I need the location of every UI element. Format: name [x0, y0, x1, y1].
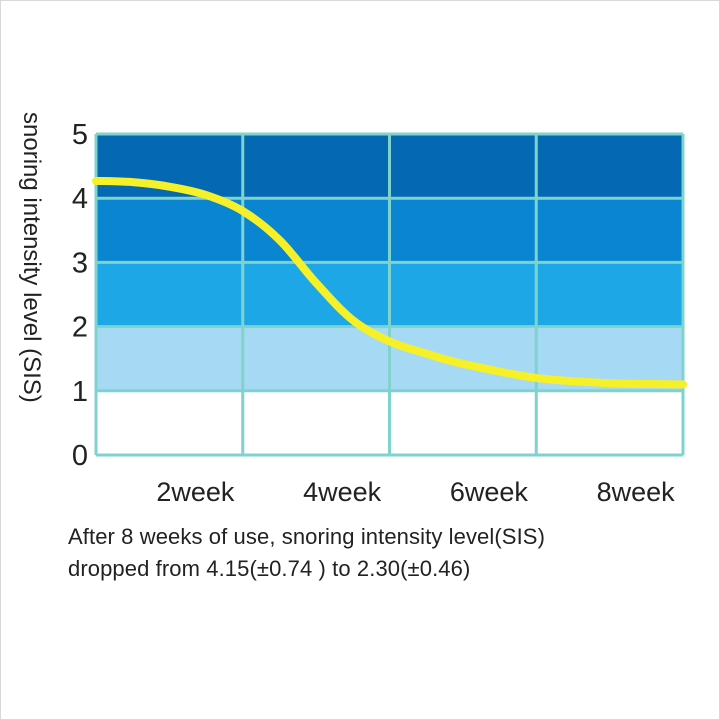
- x-tick-label-4week: 4week: [303, 477, 382, 507]
- y-tick-label-4: 4: [72, 183, 88, 215]
- y-tick-label-1: 1: [72, 376, 88, 408]
- sis-trend-line: [92, 176, 687, 389]
- chart-grid: [94, 132, 685, 457]
- x-tick-label-2week: 2week: [156, 477, 235, 507]
- line-layer: [92, 176, 687, 389]
- y-axis-label: snoring intensity level (SIS): [18, 112, 45, 403]
- caption-line-1: After 8 weeks of use, snoring intensity …: [68, 524, 545, 549]
- y-tick-label-3: 3: [72, 247, 88, 279]
- y-tick-label-0: 0: [72, 440, 88, 472]
- x-tick-label-8week: 8week: [597, 477, 676, 507]
- y-tick-label-2: 2: [72, 312, 88, 344]
- x-tick-labels: 2week 4week 6week 8week: [156, 477, 675, 507]
- x-tick-label-6week: 6week: [450, 477, 529, 507]
- y-tick-labels: 0 1 2 3 4 5: [72, 119, 88, 472]
- caption-line-2: dropped from 4.15(±0.74 ) to 2.30(±0.46): [68, 556, 471, 581]
- y-tick-label-5: 5: [72, 119, 88, 151]
